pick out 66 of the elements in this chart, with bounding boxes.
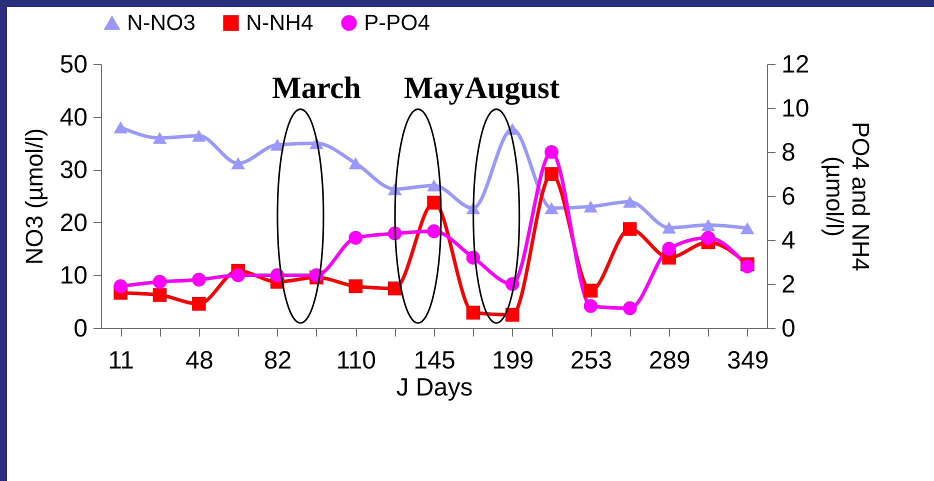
point <box>192 296 206 311</box>
annotation: March <box>272 70 361 105</box>
point <box>114 279 128 294</box>
point <box>584 284 598 298</box>
y-axis-title: NO3 (µmol/l) <box>22 128 49 265</box>
point <box>388 282 402 296</box>
point <box>584 200 598 213</box>
point <box>544 145 558 159</box>
point <box>622 301 637 316</box>
point <box>584 299 598 313</box>
y2-tick-label: 4 <box>782 226 796 254</box>
point <box>701 219 716 232</box>
point <box>740 260 754 274</box>
y-tick-label: 10 <box>60 262 88 290</box>
point <box>505 308 520 322</box>
x-tick-label: 289 <box>648 346 690 374</box>
y-tick-label: 40 <box>60 103 88 132</box>
y2-tick-label: 6 <box>782 182 796 210</box>
point <box>348 279 363 294</box>
point <box>466 306 480 320</box>
point <box>152 132 167 144</box>
point <box>192 272 206 286</box>
annotation: May <box>404 70 465 105</box>
point <box>427 224 441 238</box>
point <box>544 167 558 181</box>
point <box>427 196 441 210</box>
point <box>192 130 206 142</box>
point <box>740 222 754 234</box>
y2-tick-label: 2 <box>782 270 796 298</box>
x-tick-label: 145 <box>414 346 456 374</box>
y-tick-label: 20 <box>60 208 88 237</box>
point <box>701 230 716 245</box>
y2-tick-label: 0 <box>782 314 796 342</box>
legend-label: N-NH4 <box>246 10 314 35</box>
y-tick-label: 0 <box>74 314 88 342</box>
point <box>622 222 637 236</box>
y2-tick-label: 10 <box>782 94 810 122</box>
point <box>622 196 637 208</box>
x-tick-label: 11 <box>108 346 134 374</box>
point <box>231 157 246 170</box>
y2-tick-label: 12 <box>782 50 810 78</box>
annotation: August <box>464 70 560 105</box>
x-tick-label: 110 <box>336 346 376 374</box>
point <box>348 157 363 170</box>
point <box>427 179 441 192</box>
x-tick-label: 253 <box>570 346 612 374</box>
legend-label: P-PO4 <box>364 10 430 35</box>
point <box>114 121 128 134</box>
y2-axis-title: PO4 and NH4 (µmol/l) <box>820 122 874 272</box>
x-tick-label: 349 <box>727 346 769 374</box>
x-tick-label: 48 <box>186 346 214 374</box>
point <box>348 230 363 245</box>
point <box>662 222 676 234</box>
point <box>662 242 676 256</box>
y-tick-label: 50 <box>60 50 88 78</box>
x-axis-title: J Days <box>396 374 473 402</box>
legend-label: N-NO3 <box>127 10 196 35</box>
y-tick-label: 30 <box>60 156 88 184</box>
point <box>544 202 558 214</box>
x-tick-label: 199 <box>492 346 534 374</box>
point <box>152 274 167 289</box>
point <box>231 268 246 282</box>
y2-tick-label: 8 <box>782 138 796 166</box>
point <box>270 138 284 151</box>
x-tick-label: 82 <box>264 346 292 374</box>
point <box>152 288 167 302</box>
